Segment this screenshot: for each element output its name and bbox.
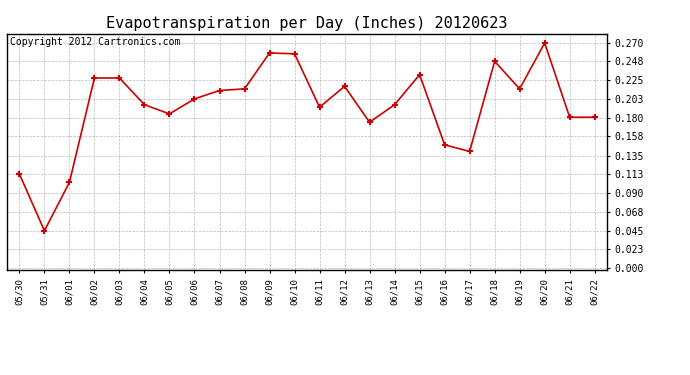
Title: Evapotranspiration per Day (Inches) 20120623: Evapotranspiration per Day (Inches) 2012…: [106, 16, 508, 31]
Text: Copyright 2012 Cartronics.com: Copyright 2012 Cartronics.com: [10, 37, 180, 47]
